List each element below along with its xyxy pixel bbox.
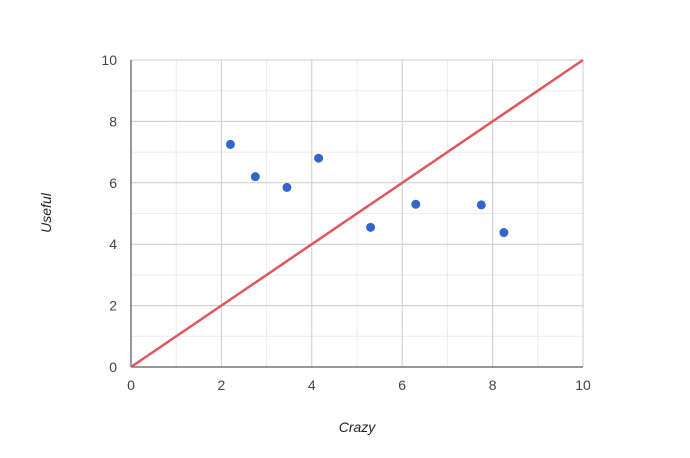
x-tick-label: 8 [489,377,497,393]
y-tick-label: 10 [101,52,117,68]
x-tick-label: 4 [308,377,316,393]
x-axis-title: Crazy [339,419,377,435]
reference-line [130,58,584,369]
data-point [282,182,292,192]
y-axis-title: Useful [38,192,54,233]
data-point [411,199,421,209]
x-tick-label: 10 [575,377,591,393]
data-point [476,200,486,210]
x-tick-label: 6 [398,377,406,393]
data-point [314,153,324,163]
y-tick-label: 2 [109,298,117,314]
major-gridlines [131,59,584,367]
data-point [225,139,235,149]
x-tick-label: 2 [218,377,226,393]
diagonal-line [130,58,584,369]
axes [130,60,583,368]
data-points [225,139,509,238]
y-tick-label: 8 [109,113,117,129]
minor-gridlines [131,60,583,367]
data-point [499,228,509,238]
y-axis-ticks: 0 2 4 6 8 10 [101,52,117,375]
data-point [250,172,260,182]
y-tick-label: 0 [109,359,117,375]
x-axis-ticks: 0 2 4 6 8 10 [127,377,591,393]
x-tick-label: 0 [127,377,135,393]
y-tick-label: 4 [109,236,117,252]
data-point [366,222,376,232]
y-tick-label: 6 [109,175,117,191]
